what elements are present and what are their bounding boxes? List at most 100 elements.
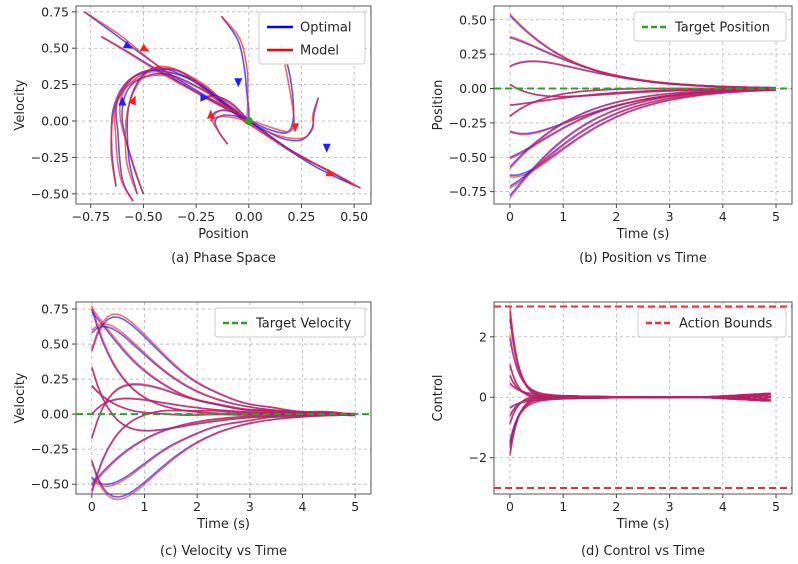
phase-space-panel: −0.75 −0.50 −0.25 0.00 0.25 0.50−0.50−0.250.0…: [13, 4, 372, 266]
y-tick-label: −0.50: [449, 150, 487, 165]
direction-arrow: [200, 93, 210, 102]
legend-box: [637, 307, 787, 338]
plot-frame: [493, 5, 793, 205]
x-axis-label: Time (s): [616, 227, 670, 242]
x-tick-label: 4: [299, 499, 307, 514]
y-tick-label: 0.50: [41, 41, 69, 56]
panel-title: (d) Control vs Time: [581, 544, 705, 559]
model-position-curve: [509, 89, 777, 189]
direction-arrow: [139, 43, 150, 52]
optimal-trajectory: [110, 68, 250, 187]
x-tick-label: 4: [719, 209, 727, 224]
model-control-curve: [509, 335, 771, 401]
model-velocity-curve: [91, 413, 356, 488]
target-marker: [244, 117, 253, 126]
panel-title: (c) Velocity vs Time: [160, 544, 287, 559]
optimal-velocity-curve: [91, 414, 356, 498]
y-tick-label: −2: [469, 450, 487, 465]
y-tick-label: 0.00: [41, 114, 69, 129]
x-tick-label: −0.75: [72, 209, 110, 224]
x-tick-label: 0: [88, 499, 96, 514]
y-tick-label: 0.25: [459, 47, 487, 62]
optimal-trajectory: [121, 72, 250, 195]
y-axis-label: Control: [431, 375, 446, 422]
optimal-control-curve: [509, 392, 771, 442]
model-trajectory: [246, 42, 295, 133]
direction-arrow: [122, 40, 133, 49]
y-tick-label: −0.75: [449, 184, 487, 199]
model-control-curve: [509, 363, 771, 400]
y-tick-label: 0.00: [459, 81, 487, 96]
legend-label: Target Position: [674, 21, 770, 36]
model-trajectory: [210, 108, 248, 122]
curves: [509, 306, 772, 457]
direction-arrow: [234, 78, 243, 88]
y-axis-label: Position: [431, 80, 446, 131]
model-trajectory: [220, 15, 249, 122]
optimal-trajectory: [220, 15, 250, 122]
legend-label: Optimal: [300, 21, 351, 36]
model-control-curve: [509, 393, 771, 457]
x-tick-label: 0.25: [288, 209, 316, 224]
optimal-trajectory: [115, 69, 250, 202]
x-tick-label: −0.25: [177, 209, 215, 224]
optimal-control-curve: [509, 338, 771, 401]
y-tick-label: 0: [479, 390, 487, 405]
model-velocity-curve: [91, 313, 356, 415]
y-axis-label: Velocity: [13, 372, 28, 423]
x-tick-label: 1: [559, 499, 567, 514]
y-tick-label: −0.25: [449, 115, 487, 130]
x-tick-label: 0.00: [235, 209, 263, 224]
optimal-trajectory: [206, 94, 250, 122]
x-tick-label: 4: [719, 499, 727, 514]
y-tick-label: 2: [479, 329, 487, 344]
legend-label: Model: [300, 44, 339, 59]
optimal-position-curve: [509, 88, 777, 197]
y-tick-label: 0.00: [41, 407, 69, 422]
plot-frame: [75, 301, 372, 495]
y-tick-label: 0.25: [41, 77, 69, 92]
model-trajectory: [110, 67, 247, 187]
y-tick-label: 0.50: [459, 12, 487, 27]
x-tick-label: 5: [772, 209, 780, 224]
legend: Action Bounds: [637, 307, 787, 338]
y-tick-label: 0.50: [41, 337, 69, 352]
velocity-vs-time-panel: 0 1 2 3 4 5 −0.50 −0.25 0.00 0.25 0.50 0.75 Time (s)…: [13, 301, 372, 559]
x-tick-label: 5: [351, 499, 359, 514]
x-tick-label: 2: [193, 499, 201, 514]
x-tick-label: 5: [772, 499, 780, 514]
optimal-control-curve: [509, 393, 771, 454]
model-control-curve: [509, 392, 771, 444]
y-axis-label: Velocity: [13, 79, 28, 130]
curves: [509, 13, 777, 199]
control-vs-time-panel: 0 1 2 3 4 5 −2 0 2 Time (s) Control (d) Control vs …: [431, 301, 793, 559]
model-trajectory: [119, 74, 248, 195]
y-tick-label: 0.75: [41, 4, 69, 19]
model-trajectory: [211, 115, 252, 145]
model-velocity-curve: [91, 409, 356, 494]
model-control-curve: [509, 393, 771, 449]
legend: Optimal Model: [258, 11, 366, 65]
optimal-trajectory: [248, 97, 320, 142]
plot-frame: [493, 301, 793, 495]
direction-arrow: [325, 168, 336, 177]
plot-frame: [75, 5, 372, 205]
x-tick-label: 3: [246, 499, 254, 514]
legend-label: Action Bounds: [679, 317, 772, 332]
x-tick-label: 2: [612, 499, 620, 514]
direction-arrow: [128, 95, 136, 106]
position-vs-time-panel: 0 1 2 3 4 5 −0.75 −0.50 −0.25 0.00 0.25 0.50 Time (s…: [431, 5, 793, 266]
legend: Target Position: [633, 11, 787, 42]
x-tick-label: 1: [141, 499, 149, 514]
y-tick-label: −0.50: [31, 477, 69, 492]
y-tick-label: −0.50: [31, 186, 69, 201]
legend: Target Velocity: [214, 307, 366, 338]
trajectories: [83, 11, 361, 202]
model-position-curve: [509, 60, 777, 89]
panel-title: (b) Position vs Time: [579, 251, 707, 266]
x-axis-label: Time (s): [616, 517, 670, 532]
x-tick-label: 2: [612, 209, 620, 224]
x-tick-label: −0.50: [124, 209, 162, 224]
direction-arrow: [118, 96, 127, 106]
legend-box: [214, 307, 366, 338]
